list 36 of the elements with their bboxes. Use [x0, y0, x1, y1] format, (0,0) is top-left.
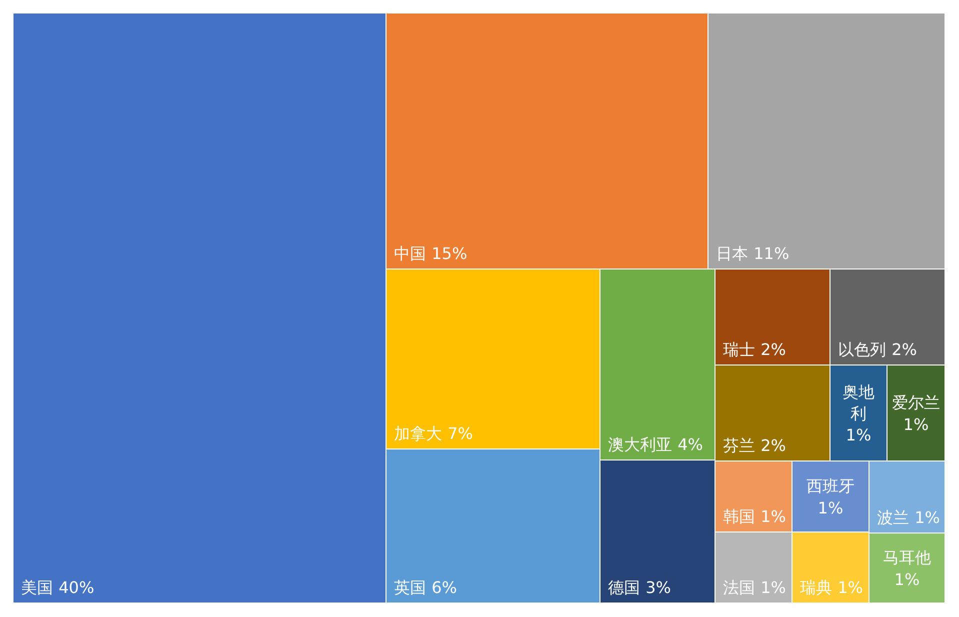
- data-label: 40%: [58, 578, 94, 597]
- category-label: 美国: [21, 578, 53, 597]
- data-label: 1%: [846, 426, 872, 445]
- data-label: 11%: [754, 244, 790, 263]
- category-label: 瑞士: [723, 340, 755, 359]
- data-label: 3%: [646, 578, 671, 597]
- data-label: 1%: [838, 578, 863, 597]
- category-label: 瑞典: [800, 578, 832, 597]
- data-label: 2%: [760, 340, 786, 359]
- category-label: 德国: [608, 578, 640, 597]
- category-label: 马耳他: [883, 548, 931, 568]
- category-label: 爱尔兰: [892, 393, 940, 412]
- data-label: 1%: [760, 578, 786, 597]
- category-label: 芬兰: [723, 436, 755, 455]
- data-label: 1%: [894, 570, 920, 589]
- data-label: 4%: [678, 435, 703, 454]
- data-label: 2%: [892, 340, 917, 359]
- category-label: 澳大利亚: [608, 435, 672, 454]
- data-label: 15%: [432, 244, 468, 263]
- category-label: 英国: [394, 578, 426, 597]
- data-label: 6%: [432, 578, 457, 597]
- data-label: 1%: [818, 498, 844, 518]
- data-label: 1%: [914, 508, 940, 527]
- category-label: 波兰: [877, 508, 909, 527]
- category-label: 奥地利: [842, 382, 874, 423]
- data-label: 7%: [448, 424, 473, 443]
- data-label: 1%: [903, 414, 929, 434]
- category-label: 法国: [723, 578, 755, 597]
- category-label: 日本: [716, 244, 748, 263]
- category-label: 韩国: [723, 507, 755, 526]
- category-label: 西班牙: [806, 476, 854, 496]
- category-label: 中国: [394, 244, 426, 263]
- category-label: 加拿大: [394, 424, 442, 443]
- data-label: 2%: [760, 436, 786, 455]
- data-label: 1%: [760, 507, 786, 526]
- category-label: 以色列: [838, 340, 886, 359]
